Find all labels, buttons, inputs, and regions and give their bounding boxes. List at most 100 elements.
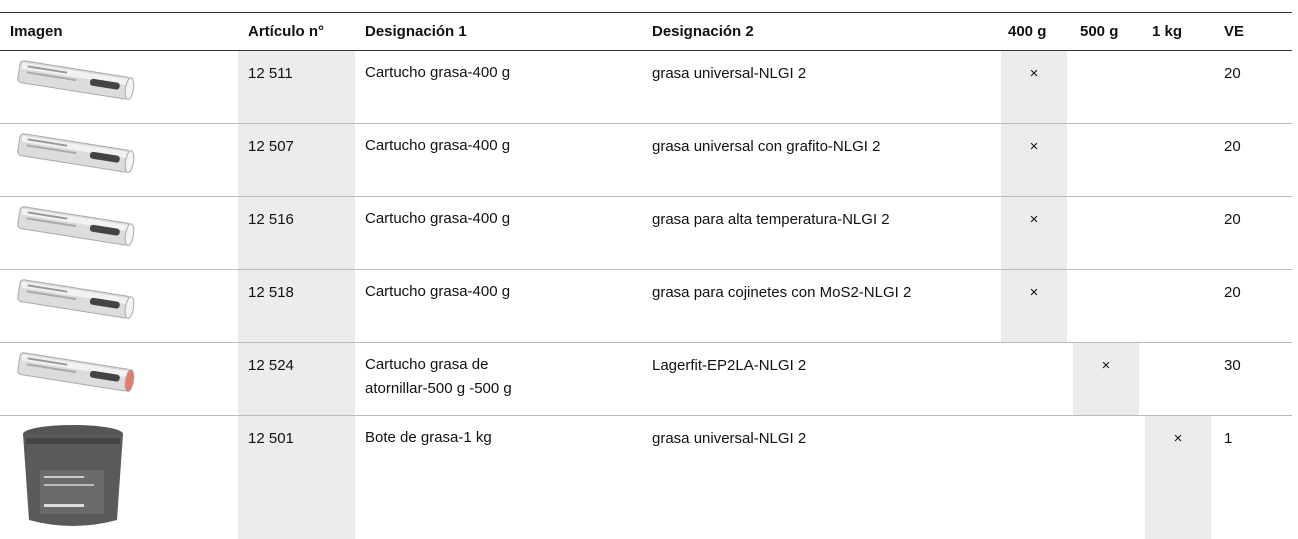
cell-text: Cartucho grasa-400 g <box>365 207 555 231</box>
cell: 20 <box>1214 197 1292 270</box>
weight-cell <box>998 416 1070 539</box>
weight-cell <box>1070 416 1142 539</box>
column-header: 500 g <box>1070 13 1142 51</box>
cell: 12 511 <box>238 51 355 124</box>
column-header: Designación 1 <box>355 13 642 51</box>
cell: Lagerfit-EP2LA-NLGI 2 <box>642 343 998 416</box>
cell-text: 20 <box>1224 284 1241 301</box>
weight-cell <box>1070 51 1142 124</box>
cell: grasa universal-NLGI 2 <box>642 51 998 124</box>
cell-text: × <box>1102 357 1111 374</box>
table-body: 12 511 Cartucho grasa-400 g grasa universa… <box>0 51 1292 539</box>
weight-cell <box>1070 270 1142 343</box>
column-header: Artículo n° <box>238 13 355 51</box>
cell-text: 1 <box>1224 430 1232 447</box>
cell-text: 12 518 <box>248 284 294 301</box>
cell: 12 524 <box>238 343 355 416</box>
cell: Cartucho grasa-400 g <box>355 124 642 197</box>
image-cell <box>0 270 238 343</box>
cell: 30 <box>1214 343 1292 416</box>
cell-text: × <box>1030 138 1039 155</box>
image-cell <box>0 197 238 270</box>
weight-cell <box>1142 197 1214 270</box>
cell-text: × <box>1030 284 1039 301</box>
column-header: 400 g <box>998 13 1070 51</box>
weight-cell <box>1142 270 1214 343</box>
cell: Cartucho grasa-400 g <box>355 51 642 124</box>
product-image <box>10 55 140 107</box>
cell-text: Cartucho grasa-400 g <box>365 134 555 158</box>
image-cell <box>0 124 238 197</box>
cell-text: Bote de grasa-1 kg <box>365 426 555 450</box>
cell: grasa para cojinetes con MoS2-NLGI 2 <box>642 270 998 343</box>
image-cell <box>0 51 238 124</box>
column-header: Imagen <box>0 13 238 51</box>
cell: 12 518 <box>238 270 355 343</box>
cell-text: 20 <box>1224 65 1241 82</box>
weight-cell <box>1070 197 1142 270</box>
cell: 12 516 <box>238 197 355 270</box>
cell-text: 12 524 <box>248 357 294 374</box>
cell-text: 20 <box>1224 138 1241 155</box>
table-row: 12 501 Bote de grasa-1 kg grasa universal-… <box>0 416 1292 539</box>
table-row: 12 524 Cartucho grasa de atornillar-500 g… <box>0 343 1292 416</box>
cell: 20 <box>1214 124 1292 197</box>
column-header: 1 kg <box>1142 13 1214 51</box>
product-image <box>10 201 140 253</box>
weight-cell: × <box>998 197 1070 270</box>
weight-cell <box>1142 343 1214 416</box>
cell: Cartucho grasa-400 g <box>355 270 642 343</box>
product-image <box>10 128 140 180</box>
cell: grasa universal-NLGI 2 <box>642 416 998 539</box>
cell-text: Lagerfit-EP2LA-NLGI 2 <box>652 357 806 374</box>
cell: grasa para alta temperatura-NLGI 2 <box>642 197 998 270</box>
product-image <box>10 274 140 326</box>
weight-cell: × <box>998 124 1070 197</box>
image-cell <box>0 343 238 416</box>
cell: Cartucho grasa de atornillar-500 g -500 … <box>355 343 642 416</box>
cell: grasa universal con grafito-NLGI 2 <box>642 124 998 197</box>
cell-text: grasa universal-NLGI 2 <box>652 430 806 447</box>
weight-cell <box>1142 124 1214 197</box>
cell-text: 12 516 <box>248 211 294 228</box>
cell: Cartucho grasa-400 g <box>355 197 642 270</box>
cell-text: grasa universal con grafito-NLGI 2 <box>652 138 880 155</box>
cell-text: × <box>1174 430 1183 447</box>
cell-text: Cartucho grasa-400 g <box>365 61 555 85</box>
column-header: Designación 2 <box>642 13 998 51</box>
table-row: 12 516 Cartucho grasa-400 g grasa para alt… <box>0 197 1292 270</box>
cell-text: × <box>1030 211 1039 228</box>
cell: 20 <box>1214 51 1292 124</box>
cell-text: grasa universal-NLGI 2 <box>652 65 806 82</box>
cell: Bote de grasa-1 kg <box>355 416 642 539</box>
cell: 20 <box>1214 270 1292 343</box>
weight-cell <box>1070 124 1142 197</box>
cell: 12 501 <box>238 416 355 539</box>
cell: 12 507 <box>238 124 355 197</box>
column-header: VE <box>1214 13 1292 51</box>
weight-cell <box>998 343 1070 416</box>
weight-cell <box>1142 51 1214 124</box>
cell-text: grasa para alta temperatura-NLGI 2 <box>652 211 890 228</box>
weight-cell: × <box>998 51 1070 124</box>
cell-text: 12 511 <box>248 65 293 82</box>
cell-text: 30 <box>1224 357 1241 374</box>
cell: 1 <box>1214 416 1292 539</box>
cell-text: × <box>1030 65 1039 82</box>
cell-text: 12 507 <box>248 138 294 155</box>
table-row: 12 511 Cartucho grasa-400 g grasa universa… <box>0 51 1292 124</box>
cell-text: Cartucho grasa-400 g <box>365 280 555 304</box>
weight-cell: × <box>998 270 1070 343</box>
product-image <box>10 420 140 535</box>
image-cell <box>0 416 238 539</box>
cell-text: 12 501 <box>248 430 294 447</box>
table-row: 12 507 Cartucho grasa-400 g grasa universa… <box>0 124 1292 197</box>
cell-text: grasa para cojinetes con MoS2-NLGI 2 <box>652 284 911 301</box>
product-image <box>10 347 140 399</box>
cell-text: 20 <box>1224 211 1241 228</box>
cell-text: Cartucho grasa de atornillar-500 g -500 … <box>365 353 555 401</box>
table-row: 12 518 Cartucho grasa-400 g grasa para coj… <box>0 270 1292 343</box>
weight-cell: × <box>1142 416 1214 539</box>
